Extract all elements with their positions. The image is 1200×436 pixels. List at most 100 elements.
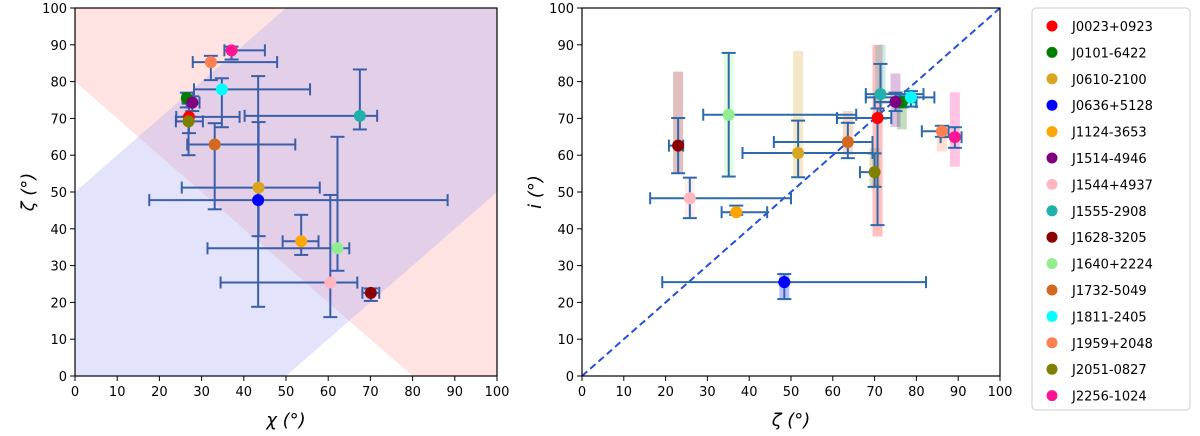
y-tick-label: 10 — [557, 333, 574, 348]
left-panel-chi-zeta: 00 10 10 20 20 30 30 40 40 50 50 60 60 70 70 80 80 90 90 10… — [42, 2, 509, 400]
legend-label: J1732-5049 — [1071, 284, 1147, 299]
x-tick-label: 50 — [278, 385, 295, 400]
data-point-j0636+5128 — [252, 194, 265, 207]
x-tick-label: 10 — [616, 385, 633, 400]
legend-marker — [1046, 20, 1058, 32]
y-tick-label: 30 — [557, 260, 574, 275]
data-point-j1628-3205 — [364, 286, 377, 299]
data-point-j1640+2224 — [331, 242, 344, 255]
legend-marker — [1046, 284, 1058, 296]
legend-marker — [1046, 258, 1058, 270]
legend-label: J2051-0827 — [1071, 363, 1147, 378]
x-tick-label: 10 — [109, 385, 126, 400]
data-point-j1124-3653 — [295, 235, 308, 248]
legend-label: J2256-1024 — [1071, 390, 1147, 405]
legend-label: J1959+2048 — [1071, 337, 1153, 352]
data-point-j1732-5049 — [841, 135, 854, 148]
x-tick-label: 20 — [151, 385, 168, 400]
blue-region — [75, 8, 497, 376]
y-tick-label: 100 — [549, 2, 574, 17]
y-tick-label: 80 — [557, 76, 574, 91]
y-tick-label: 30 — [50, 260, 67, 275]
y-tick-label: 10 — [50, 333, 67, 348]
y-tick-label: 60 — [557, 149, 574, 164]
right-x-axis-label: ζ (°) — [771, 410, 811, 431]
y-tick-label: 60 — [50, 149, 67, 164]
data-point-j1640+2224 — [722, 108, 735, 121]
legend-label: J0636+5128 — [1071, 99, 1153, 114]
legend-marker — [1046, 46, 1058, 58]
legend-marker — [1046, 152, 1058, 164]
x-tick-label: 90 — [950, 385, 967, 400]
legend-label: J1544+4937 — [1071, 178, 1153, 193]
data-point-j0636+5128 — [778, 276, 791, 289]
y-tick-label: 40 — [50, 223, 67, 238]
legend-marker — [1046, 231, 1058, 243]
y-tick-label: 20 — [50, 296, 67, 311]
inclination-band — [936, 125, 947, 152]
data-point-j1555-2908 — [874, 88, 887, 101]
data-point-j1514-4946 — [186, 96, 199, 109]
legend-label: J0610-2100 — [1071, 73, 1147, 88]
x-tick-label: 60 — [825, 385, 842, 400]
y-tick-label: 80 — [50, 76, 67, 91]
y-tick-label: 100 — [42, 2, 67, 17]
y-tick-label: 20 — [557, 296, 574, 311]
legend-marker — [1046, 205, 1058, 217]
x-tick-label: 0 — [578, 385, 586, 400]
legend-marker — [1046, 390, 1058, 402]
plot-area — [582, 8, 1000, 376]
x-tick-label: 90 — [447, 385, 464, 400]
data-point-j0610-2100 — [252, 181, 265, 194]
pink-region — [75, 8, 497, 376]
data-point-j1811-2405 — [904, 91, 917, 104]
x-tick-label: 30 — [193, 385, 210, 400]
legend-label: J1555-2908 — [1071, 205, 1147, 220]
x-tick-label: 60 — [320, 385, 337, 400]
data-point-j0023+0923 — [871, 112, 884, 125]
y-tick-label: 0 — [566, 370, 574, 385]
x-tick-label: 30 — [699, 385, 716, 400]
legend-marker — [1046, 310, 1058, 322]
right-panel-zeta-i: 00 10 10 20 20 30 30 40 40 50 50 60 60 70 70 80 80 90 90 10… — [549, 2, 1012, 400]
data-point-j1544+4937 — [324, 276, 337, 289]
left-x-axis-label: χ (°) — [265, 410, 305, 431]
y-tick-label: 70 — [50, 112, 67, 127]
data-point-j2256-1024 — [948, 131, 961, 144]
data-point-j1124-3653 — [730, 206, 743, 219]
x-tick-label: 40 — [741, 385, 758, 400]
legend-label: J1640+2224 — [1071, 258, 1153, 273]
y-tick-label: 50 — [50, 186, 67, 201]
y-tick-label: 90 — [50, 39, 67, 54]
data-point-j1732-5049 — [208, 138, 221, 151]
data-point-j1514-4946 — [889, 95, 902, 108]
x-tick-label: 80 — [908, 385, 925, 400]
x-tick-label: 100 — [988, 385, 1013, 400]
x-tick-label: 20 — [657, 385, 674, 400]
legend-label: J1628-3205 — [1071, 231, 1147, 246]
data-point-j1555-2908 — [353, 109, 366, 122]
legend-marker — [1046, 363, 1058, 375]
legend-label: J0101-6422 — [1071, 46, 1147, 61]
legend-label: J1811-2405 — [1071, 310, 1147, 325]
y-tick-label: 40 — [557, 223, 574, 238]
y-tick-label: 90 — [557, 39, 574, 54]
legend-label: J1124-3653 — [1071, 126, 1147, 141]
inclination-band — [896, 100, 907, 130]
x-tick-label: 40 — [236, 385, 253, 400]
x-tick-label: 70 — [866, 385, 883, 400]
legend: J0023+0923 J0101-6422 J0610-2100 J0636+5128… — [1031, 7, 1191, 411]
data-point-j1811-2405 — [215, 83, 228, 96]
x-tick-label: 50 — [783, 385, 800, 400]
data-point-j1628-3205 — [672, 139, 685, 152]
legend-marker — [1046, 337, 1058, 349]
data-point-j2256-1024 — [225, 44, 238, 57]
y-tick-label: 70 — [557, 112, 574, 127]
x-tick-label: 100 — [485, 385, 510, 400]
y-tick-label: 0 — [59, 370, 67, 385]
legend-marker — [1046, 178, 1058, 190]
legend-marker — [1046, 99, 1058, 111]
data-point-j2051-0827 — [182, 115, 195, 128]
plot-area — [75, 8, 497, 376]
